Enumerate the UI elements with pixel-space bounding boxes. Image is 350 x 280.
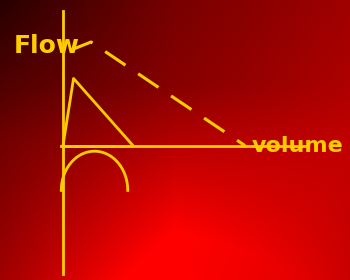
Text: volume: volume [252, 136, 344, 156]
Text: Flow: Flow [14, 34, 80, 58]
